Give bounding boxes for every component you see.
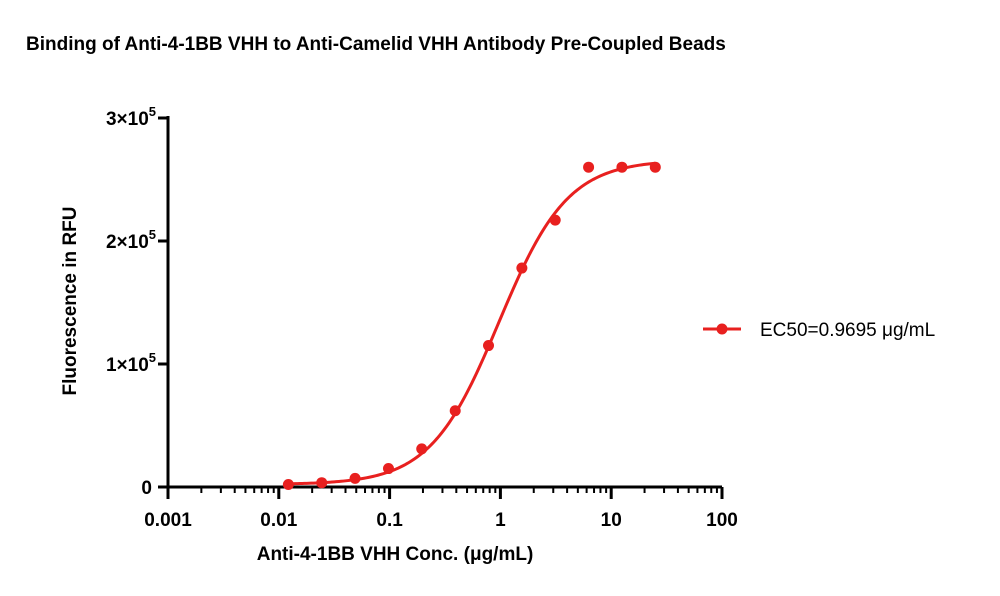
- data-point: [516, 262, 528, 274]
- legend: EC50=0.9695 μg/mL: [703, 320, 935, 341]
- x-tick-label: 0.01: [260, 510, 297, 531]
- data-point: [616, 161, 628, 173]
- x-tick-label: 1: [495, 510, 506, 531]
- data-point: [382, 463, 394, 475]
- x-tick-label: 0.001: [144, 510, 192, 531]
- x-tick-label: 0.1: [376, 510, 403, 531]
- x-ticks: 0.001 0.01 0.1 1 10 100: [144, 487, 738, 531]
- data-point: [349, 472, 361, 484]
- y-ticks: 0 1×105 2×105 3×105: [106, 104, 168, 499]
- x-tick-label: 10: [601, 510, 622, 531]
- data-point: [583, 161, 595, 173]
- chart-title: Binding of Anti-4-1BB VHH to Anti-Cameli…: [26, 34, 726, 55]
- data-point: [649, 161, 661, 173]
- data-point: [483, 340, 495, 352]
- data-point: [316, 477, 328, 489]
- data-point: [282, 479, 294, 491]
- fit-curve: [288, 161, 656, 486]
- x-tick-label: 100: [706, 510, 738, 531]
- y-tick-label: 1×105: [106, 350, 156, 376]
- legend-label: EC50=0.9695 μg/mL: [760, 320, 935, 341]
- legend-marker: [716, 323, 728, 335]
- y-tick-label: 0: [141, 478, 152, 499]
- plot-area: [282, 161, 661, 491]
- data-point: [549, 214, 561, 226]
- data-point: [416, 443, 428, 455]
- y-axis-title: Fluorescence in RFU: [60, 207, 81, 396]
- x-axis-title: Anti-4-1BB VHH Conc. (μg/mL): [257, 544, 534, 565]
- data-point: [449, 405, 461, 417]
- y-tick-label: 3×105: [106, 104, 156, 130]
- axes: [166, 116, 722, 489]
- y-tick-label: 2×105: [106, 227, 156, 253]
